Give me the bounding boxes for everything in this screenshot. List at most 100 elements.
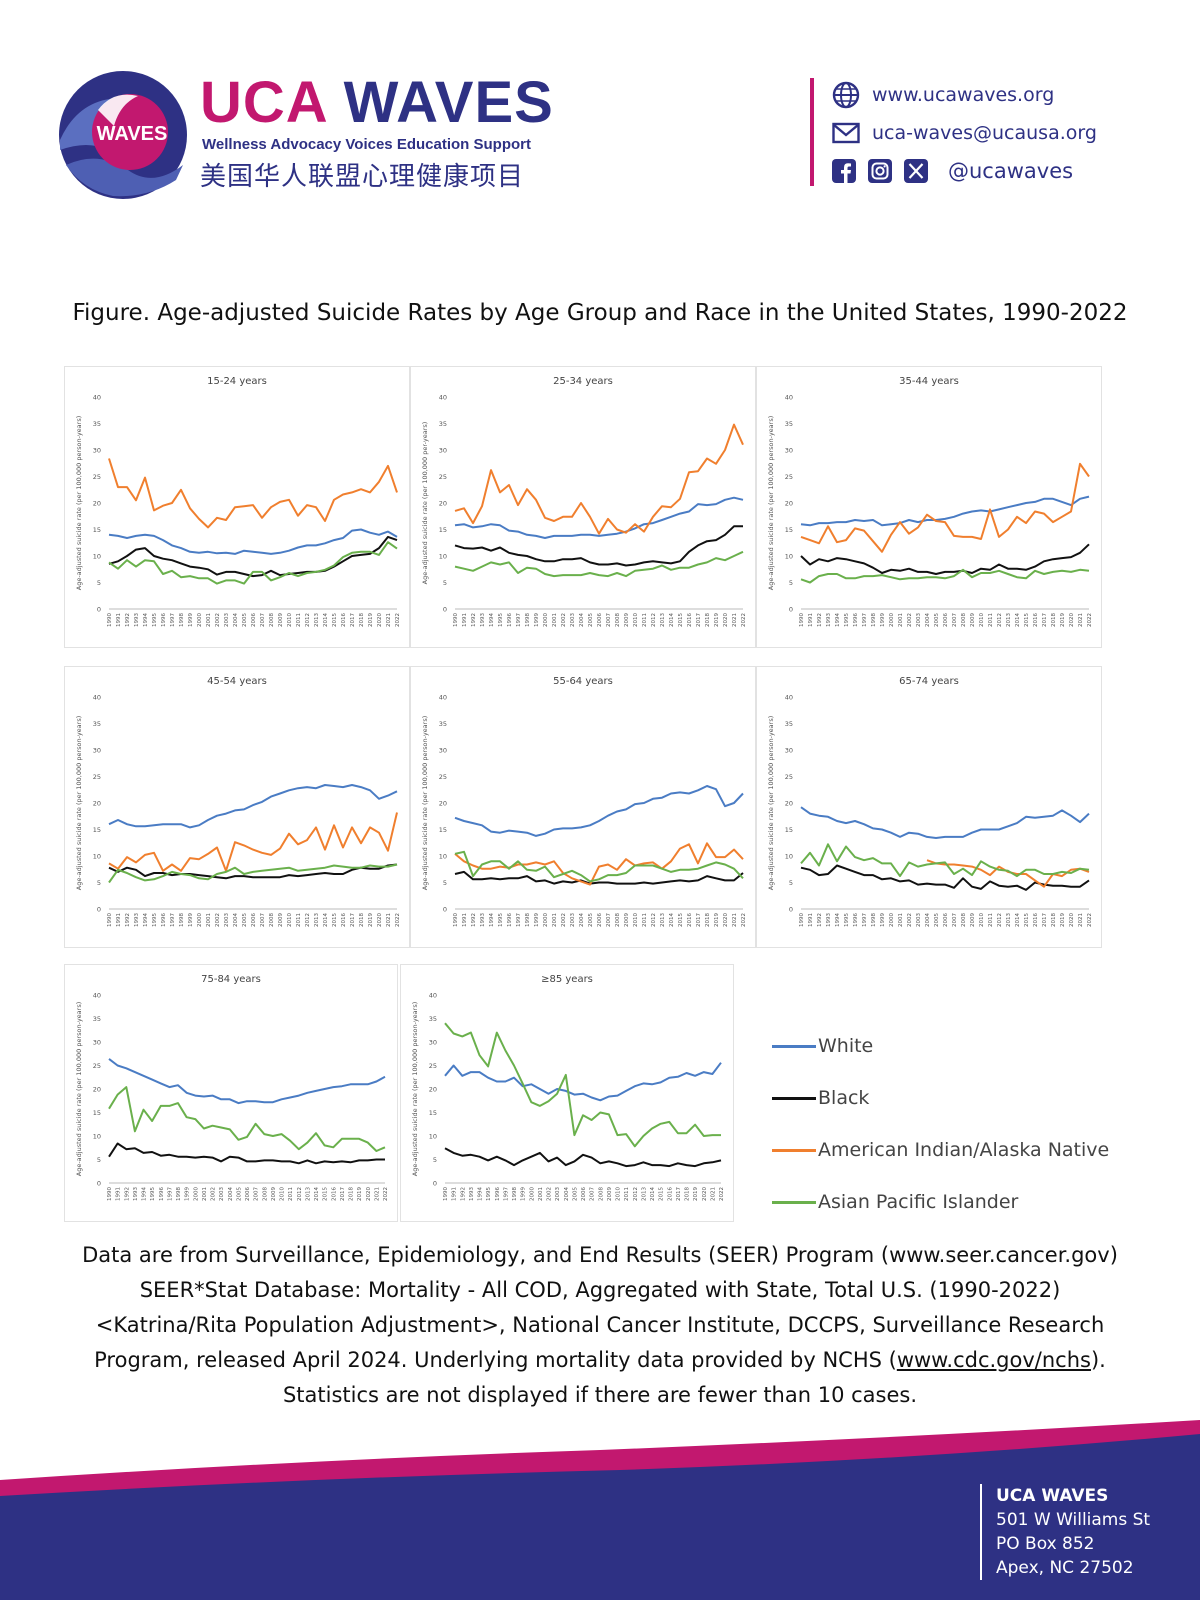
- y-tick-label: 25: [429, 1062, 437, 1070]
- x-tick-label: 2020: [702, 1187, 708, 1201]
- x-tick-label: 2018: [705, 913, 711, 927]
- nchs-link[interactable]: www.cdc.gov/nchs: [896, 1348, 1091, 1372]
- x-tick-label: 1999: [534, 913, 540, 927]
- series-line-asian-pacific-islander: [444, 1022, 721, 1148]
- x-tick-label: 1995: [486, 1187, 492, 1201]
- y-tick-label: 5: [443, 579, 447, 587]
- series-line-black: [800, 864, 1090, 891]
- x-tick-label: 2005: [242, 613, 248, 627]
- y-tick-label: 10: [93, 853, 101, 861]
- x-tick-label: 1996: [159, 1187, 165, 1201]
- email-row[interactable]: uca-waves@ucausa.org: [832, 118, 1097, 148]
- facebook-icon[interactable]: [832, 159, 856, 183]
- website-link[interactable]: www.ucawaves.org: [872, 84, 1055, 106]
- series-line-asian-pacific-islander: [108, 541, 398, 585]
- y-tick-label: 10: [439, 853, 447, 861]
- x-tick-label: 1995: [844, 613, 850, 627]
- x-tick-label: 2022: [1087, 913, 1093, 927]
- x-tick-label: 2000: [197, 613, 203, 627]
- y-tick-label: 5: [443, 879, 447, 887]
- x-tick-label: 2014: [669, 913, 675, 927]
- y-tick-label: 40: [93, 694, 101, 702]
- x-tick-label: 1999: [185, 1187, 191, 1201]
- x-tick-label: 1992: [471, 613, 477, 627]
- x-tick-label: 2014: [1015, 613, 1021, 627]
- x-tick-label: 1990: [107, 1187, 113, 1201]
- x-tick-label: 1993: [826, 613, 832, 627]
- x-tick-label: 2017: [350, 913, 356, 927]
- x-tick-label: 1998: [179, 613, 185, 627]
- x-tick-label: 2019: [357, 1187, 363, 1201]
- x-tick-label: 2010: [287, 613, 293, 627]
- x-tick-label: 2015: [323, 1187, 329, 1201]
- x-tick-label: 2015: [332, 613, 338, 627]
- website-row[interactable]: www.ucawaves.org: [832, 80, 1054, 110]
- x-tick-label: 2019: [1060, 913, 1066, 927]
- y-tick-label: 15: [93, 526, 101, 534]
- legend-label-white: White: [818, 1035, 874, 1057]
- x-tick-label: 2011: [288, 1187, 294, 1201]
- x-tick-label: 1991: [808, 913, 814, 927]
- x-tick-label: 1998: [512, 1187, 518, 1201]
- logo-badge-text: WAVES: [97, 123, 168, 145]
- x-tick-label: 2017: [676, 1187, 682, 1201]
- series-line-black: [108, 863, 398, 880]
- x-tick-label: 1994: [489, 913, 495, 927]
- x-tick-label: 2021: [1078, 613, 1084, 627]
- y-axis-label: Age-adjusted suicide rate (per 100,000 p…: [75, 416, 83, 591]
- chart-title: ≥85 years: [541, 974, 593, 985]
- x-tick-label: 2016: [687, 613, 693, 627]
- x-tick-label: 2006: [581, 1187, 587, 1201]
- chart-title: 65-74 years: [899, 676, 959, 687]
- x-tick-label: 2008: [961, 613, 967, 627]
- x-tick-label: 1991: [808, 613, 814, 627]
- x-tick-label: 2005: [934, 913, 940, 927]
- x-tick-label: 2011: [642, 613, 648, 627]
- x-tick-label: 2006: [943, 913, 949, 927]
- header-divider: [810, 78, 814, 186]
- footer-org: UCA WAVES: [996, 1486, 1109, 1506]
- globe-icon: [832, 81, 860, 109]
- y-tick-label: 20: [93, 500, 101, 508]
- series-line-white: [108, 528, 398, 555]
- x-tick-label: 2013: [1006, 613, 1012, 627]
- x-tick-label: 1997: [862, 913, 868, 927]
- x-tick-label: 2007: [606, 613, 612, 627]
- y-tick-label: 5: [433, 1156, 437, 1164]
- y-tick-label: 15: [785, 826, 793, 834]
- email-link[interactable]: uca-waves@ucausa.org: [872, 122, 1097, 144]
- y-tick-label: 40: [93, 992, 101, 1000]
- x-tick-label: 1994: [489, 613, 495, 627]
- chart-25-34: 25-34 years Age-adjusted suicide rate (pe…: [421, 376, 747, 627]
- chart-45-54: 45-54 years Age-adjusted suicide rate (pe…: [75, 676, 401, 927]
- social-row: @ucawaves: [832, 156, 1073, 186]
- series-line-american-indian-alaska-native: [108, 458, 398, 529]
- x-tick-label: 2017: [696, 613, 702, 627]
- series-line-american-indian-alaska-native: [108, 812, 398, 872]
- y-tick-label: 40: [93, 394, 101, 402]
- y-tick-label: 0: [97, 606, 101, 614]
- x-tick-label: 2013: [641, 1187, 647, 1201]
- social-handle[interactable]: @ucawaves: [948, 159, 1074, 183]
- series-line-asian-pacific-islander: [454, 850, 744, 883]
- x-tick-label: 2002: [561, 913, 567, 927]
- x-tick-label: 1997: [516, 913, 522, 927]
- x-twitter-icon[interactable]: [904, 159, 928, 183]
- y-tick-label: 0: [443, 606, 447, 614]
- chart-panel-25-34: 25-34 years Age-adjusted suicide rate (pe…: [410, 366, 756, 648]
- y-axis-label: Age-adjusted suicide rate (per 100,000 p…: [421, 422, 429, 585]
- x-tick-label: 2009: [278, 913, 284, 927]
- x-tick-label: 2000: [889, 613, 895, 627]
- series-line-black: [444, 1147, 722, 1168]
- y-tick-label: 0: [97, 906, 101, 914]
- x-tick-label: 2022: [741, 613, 747, 627]
- x-tick-label: 1996: [161, 913, 167, 927]
- x-tick-label: 1997: [503, 1187, 509, 1201]
- x-tick-label: 2010: [280, 1187, 286, 1201]
- instagram-icon[interactable]: [868, 159, 892, 183]
- x-tick-label: 1994: [835, 613, 841, 627]
- x-tick-label: 2018: [1051, 613, 1057, 627]
- x-tick-label: 2007: [260, 913, 266, 927]
- brand-chinese-name: 美国华人联盟心理健康项目: [200, 162, 525, 192]
- y-tick-label: 30: [93, 747, 101, 755]
